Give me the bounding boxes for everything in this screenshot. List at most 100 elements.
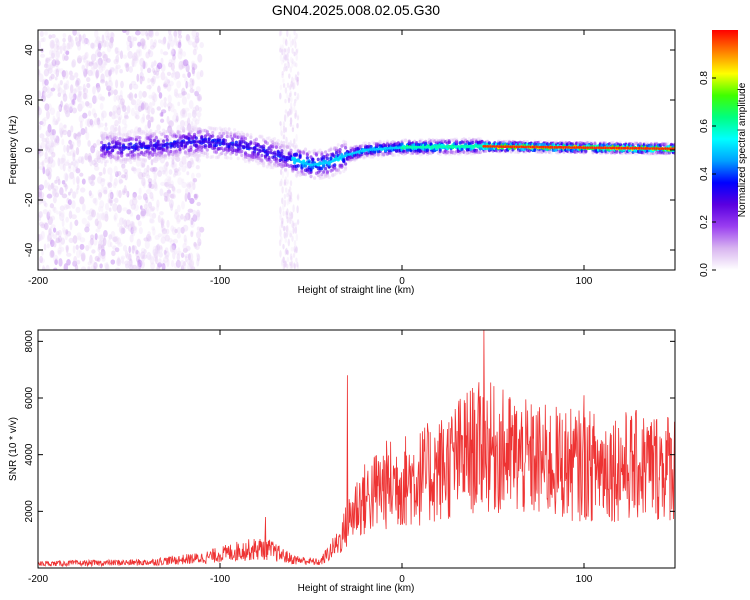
spectrogram-cell: [286, 58, 290, 64]
spectrogram-cell: [116, 105, 121, 111]
spectrogram-cell: [62, 124, 67, 133]
spectrogram-cell: [129, 129, 134, 134]
spectrogram-cell: [55, 59, 59, 65]
spectrogram-cell: [55, 192, 59, 198]
spectrogram-cell: [245, 132, 249, 137]
spectrogram-cell: [72, 151, 75, 158]
spectrogram-cell: [96, 257, 101, 262]
spectrogram-cell: [203, 143, 207, 148]
spectrogram-cell: [85, 223, 90, 228]
spectrogram-cell: [338, 170, 342, 175]
spectrogram-cell: [298, 150, 302, 155]
spectrogram-cell: [121, 259, 125, 265]
spectrogram-cell: [116, 155, 120, 159]
spectrogram-cell: [329, 146, 333, 151]
spectrogram-cell: [122, 105, 127, 113]
spectrogram-cell: [106, 58, 111, 63]
spectrogram-cell: [187, 263, 192, 270]
spectrogram-cell: [367, 141, 371, 146]
spectrogram-cell: [75, 77, 79, 86]
spectrogram-cell: [174, 71, 181, 80]
spectrogram-cell: [133, 56, 139, 62]
spectrogram-cell: [77, 55, 83, 64]
spectrogram-cell: [279, 206, 282, 215]
spectrogram-cell: [289, 117, 293, 125]
spectrogram-cell: [180, 126, 184, 130]
spectrogram-cell: [124, 171, 128, 181]
spectrogram-cell: [144, 124, 148, 132]
spectrogram-cell: [132, 191, 137, 198]
spectrogram-cell: [126, 208, 132, 215]
spectrogram-cell: [59, 79, 63, 86]
spectrogram-cell: [72, 245, 76, 254]
spectrogram-cell: [79, 196, 85, 205]
spectrogram-cell: [120, 154, 124, 158]
spectrogram-cell: [167, 125, 172, 134]
spectrogram-cell: [186, 171, 190, 176]
spectrogram-cell: [185, 81, 191, 88]
spectrogram-cell: [140, 64, 144, 73]
spectrogram-cell: [291, 143, 295, 148]
spectrogram-cell: [173, 173, 176, 178]
spectrogram-cell: [71, 200, 76, 209]
spectrogram-cell: [344, 142, 348, 147]
spectrogram-cell: [76, 55, 83, 64]
spectrogram-cell: [86, 101, 91, 109]
spectrogram-cell: [191, 79, 195, 86]
spectrogram-cell: [123, 160, 127, 164]
spectrogram-cell: [86, 222, 91, 228]
spectrogram-cell: [236, 135, 240, 139]
spectrogram-cell: [342, 143, 346, 147]
spectrogram-cell: [72, 191, 77, 199]
spectrogram-cell: [97, 51, 102, 58]
spectrogram-cell: [205, 148, 209, 152]
spectrogram-cell: [294, 91, 297, 96]
spectrogram-cell: [267, 155, 271, 160]
spectrogram-cell: [284, 53, 288, 62]
spectrogram-cell: [75, 147, 80, 156]
spectrogram-cell: [165, 148, 169, 153]
spectrogram-cell: [103, 54, 109, 59]
spectrogram-cell: [68, 144, 74, 150]
spectrogram-cell: [88, 176, 93, 181]
spectrogram-cell: [286, 30, 289, 38]
spectrogram-cell: [193, 242, 198, 249]
spectrogram-cell: [293, 263, 296, 270]
spectrogram-cell: [278, 30, 282, 37]
spectrogram-cell: [105, 262, 109, 270]
spectrogram-cell: [285, 232, 288, 239]
spectrogram-cell: [325, 169, 329, 174]
spectrogram-cell: [76, 95, 81, 101]
spectrogram-cell: [194, 90, 199, 97]
spectrogram-cell: [118, 189, 122, 199]
spectrogram-cell: [58, 104, 62, 113]
spectrogram-cell: [195, 244, 200, 251]
spectrogram-cell: [279, 213, 282, 221]
spectrogram-cell: [184, 188, 189, 195]
spectrogram-cell: [74, 79, 80, 88]
spectrogram-cell: [109, 131, 113, 135]
spectrogram-cell: [192, 209, 197, 215]
spectrogram-cell: [618, 140, 623, 145]
spectrogram-cell: [293, 139, 296, 147]
spectrogram-cell: [107, 80, 113, 89]
spectrogram-cell: [145, 130, 149, 134]
spectrogram-cell: [181, 181, 187, 189]
spectrogram-cell: [102, 167, 106, 175]
spectrogram-cell: [125, 219, 131, 227]
spectrogram-cell: [41, 137, 47, 143]
spectrogram-cell: [99, 234, 106, 242]
spectrogram-cell: [39, 120, 44, 126]
spectrogram-cell: [153, 251, 159, 259]
spectrogram-cell: [69, 150, 73, 157]
spectrogram-cell: [336, 143, 340, 147]
spectrogram-cell: [171, 57, 176, 65]
spectrogram-cell: [290, 211, 294, 219]
spectrogram-cell: [54, 67, 61, 73]
spectrogram-cell: [207, 137, 211, 141]
spectrogram-cell: [50, 142, 56, 148]
spectrogram-cell: [114, 217, 117, 222]
spectrogram-cell: [174, 153, 178, 158]
spectrogram-cell: [56, 45, 61, 51]
spectrogram-cell: [334, 171, 339, 175]
